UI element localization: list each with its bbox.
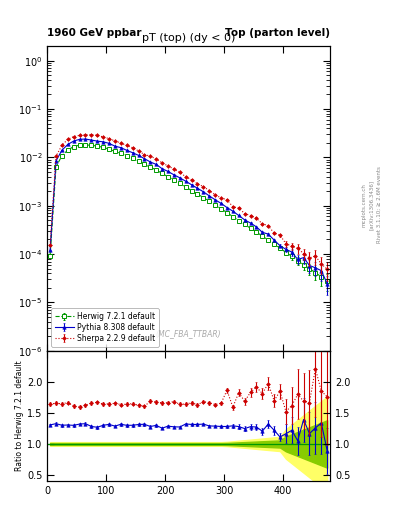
Text: [arXiv:1306.3436]: [arXiv:1306.3436] bbox=[369, 180, 374, 230]
Text: mcplots.cern.ch: mcplots.cern.ch bbox=[361, 183, 366, 227]
Title: pT (top) (dy < 0): pT (top) (dy < 0) bbox=[142, 33, 235, 42]
Text: Rivet 3.1.10; ≥ 2.6M events: Rivet 3.1.10; ≥ 2.6M events bbox=[377, 166, 382, 243]
Text: Top (parton level): Top (parton level) bbox=[225, 28, 330, 38]
Legend: Herwig 7.2.1 default, Pythia 8.308 default, Sherpa 2.2.9 default: Herwig 7.2.1 default, Pythia 8.308 defau… bbox=[51, 308, 159, 347]
Text: (MC_FBA_TTBAR): (MC_FBA_TTBAR) bbox=[156, 330, 221, 338]
Y-axis label: Ratio to Herwig 7.2.1 default: Ratio to Herwig 7.2.1 default bbox=[15, 360, 24, 472]
Text: 1960 GeV ppbar: 1960 GeV ppbar bbox=[47, 28, 141, 38]
